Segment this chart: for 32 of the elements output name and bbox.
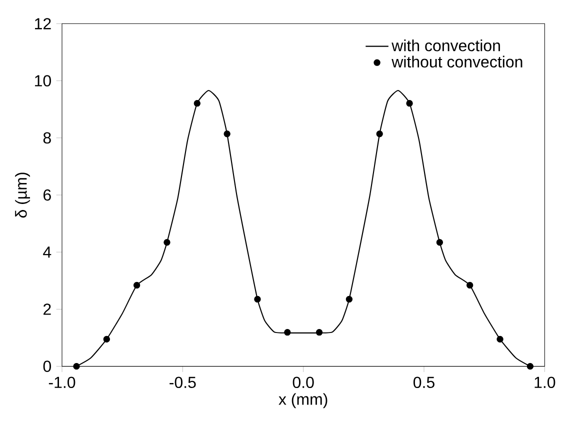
point [103,336,110,343]
point [376,130,383,138]
point [466,282,474,289]
point [224,130,230,138]
legend-label: with convection [392,40,500,52]
y-tick-label: 6 [44,189,51,201]
point [496,336,504,343]
point [164,239,170,246]
point [73,362,80,370]
point [284,329,291,336]
point [436,239,444,246]
y-tick-label: 2 [44,304,51,315]
point [346,296,353,303]
x-tick-label: -1.0 [48,376,76,388]
point [133,282,140,289]
point [316,329,323,336]
x-tick-label: 1.0 [534,376,556,388]
point [406,100,413,107]
y-tick-label: 4 [43,246,52,258]
x-tick-label: 0.5 [414,376,434,388]
point [526,362,534,370]
x-axis-title: x (mm) [278,393,328,408]
legend-label: without convection [392,56,522,68]
y-axis-title: δ (µm) [15,172,30,218]
point [194,100,200,107]
x-tick-label: -0.5 [170,376,196,388]
y-tick-label: 10 [35,75,51,86]
x-tick-label: 0.0 [292,376,314,388]
y-tick-label: 0 [43,360,51,372]
y-tick-label: 12 [35,18,51,30]
y-tick-label: 8 [43,132,51,144]
point [254,296,261,303]
